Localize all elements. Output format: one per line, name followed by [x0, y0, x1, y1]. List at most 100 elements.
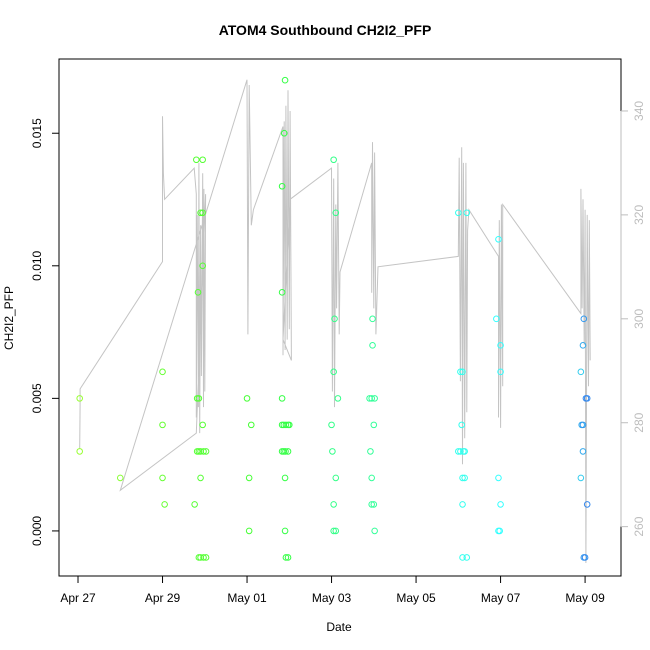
data-point: [580, 315, 588, 323]
data-point: [116, 474, 124, 482]
y2-tick-label: 280: [632, 412, 646, 432]
data-point: [366, 395, 373, 402]
data-point: [459, 368, 466, 376]
data-point: [159, 474, 166, 482]
data-point: [200, 554, 207, 561]
data-point: [284, 554, 292, 561]
x-axis-label: Date: [326, 620, 352, 634]
data-point: [368, 474, 375, 482]
data-point: [581, 554, 589, 561]
secondary-trace-layer: [79, 79, 591, 564]
data-point: [458, 421, 465, 429]
data-point: [278, 182, 286, 190]
data-point: [457, 368, 464, 376]
data-point: [202, 554, 210, 561]
data-point: [331, 315, 338, 323]
data-point: [282, 554, 290, 561]
data-point: [493, 315, 500, 323]
x-tick-label: May 09: [565, 591, 605, 605]
data-point: [371, 395, 378, 402]
left-axis: 0.000 0.005 0.010 0.015: [30, 118, 60, 546]
data-point: [202, 448, 210, 455]
data-point: [199, 262, 206, 270]
data-point: [76, 395, 84, 402]
data-point: [463, 209, 471, 217]
data-point: [281, 474, 289, 482]
data-point: [281, 527, 289, 535]
y2-tick-label: 260: [632, 516, 646, 536]
data-point: [496, 527, 504, 535]
data-point: [200, 448, 207, 455]
data-point: [457, 448, 464, 455]
data-point: [76, 448, 84, 455]
y-tick-label: 0.015: [30, 118, 44, 148]
data-point: [579, 448, 587, 455]
data-points-layer: [76, 76, 591, 561]
data-point: [194, 289, 202, 296]
data-point: [197, 209, 204, 217]
data-point: [197, 474, 204, 482]
data-point: [577, 474, 585, 482]
data-point: [577, 368, 585, 376]
y-tick-label: 0.010: [30, 250, 44, 280]
data-point: [579, 421, 587, 429]
x-tick-label: May 03: [312, 591, 352, 605]
data-point: [330, 501, 337, 508]
y-axis-label: CH2I2_PFP: [2, 286, 16, 350]
data-point: [199, 156, 206, 164]
bottom-axis: Apr 27 Apr 29 May 01 May 03 May 05 May 07 May …: [60, 575, 605, 605]
data-point: [463, 554, 471, 561]
y-tick-label: 0.000: [30, 516, 44, 546]
secondary-trace-line: [79, 79, 591, 564]
data-point: [370, 421, 378, 429]
data-point: [583, 395, 591, 402]
x-tick-label: May 01: [227, 591, 267, 605]
data-point: [332, 474, 340, 482]
chart-title: ATOM4 Southbound CH2I2_PFP: [219, 22, 432, 38]
data-point: [280, 129, 288, 137]
data-point: [281, 76, 289, 84]
data-point: [334, 395, 342, 402]
data-point: [193, 156, 200, 164]
data-point: [370, 501, 378, 508]
data-point: [191, 501, 198, 508]
data-point: [583, 501, 591, 508]
plot-frame: [58, 58, 622, 577]
data-point: [159, 421, 166, 429]
data-point: [199, 209, 206, 217]
y2-tick-label: 340: [632, 101, 646, 121]
data-point: [282, 421, 290, 429]
x-tick-label: May 07: [481, 591, 521, 605]
data-point: [455, 209, 462, 217]
data-point: [368, 395, 375, 402]
data-point: [459, 501, 466, 508]
y2-tick-label: 300: [632, 308, 646, 328]
data-point: [330, 368, 337, 376]
data-point: [282, 448, 289, 455]
data-point: [461, 474, 468, 482]
x-tick-label: Apr 29: [145, 591, 181, 605]
data-point: [245, 527, 253, 535]
data-point: [161, 501, 168, 508]
data-point: [247, 421, 255, 429]
data-point: [278, 395, 286, 402]
data-point: [579, 342, 587, 349]
data-point: [332, 527, 340, 535]
data-point: [284, 448, 292, 455]
x-tick-label: Apr 27: [60, 591, 96, 605]
data-point: [495, 235, 502, 243]
data-point: [497, 342, 504, 349]
data-point: [199, 421, 206, 429]
data-point: [329, 448, 336, 455]
data-point: [459, 554, 466, 561]
data-point: [330, 527, 337, 535]
data-point: [371, 527, 378, 535]
data-point: [497, 368, 504, 376]
right-axis: 260 280 300 320 340: [620, 101, 646, 537]
data-point: [461, 448, 468, 455]
data-point: [245, 474, 253, 482]
data-point: [497, 501, 504, 508]
data-point: [278, 289, 286, 296]
data-point: [328, 421, 335, 429]
data-point: [459, 474, 466, 482]
